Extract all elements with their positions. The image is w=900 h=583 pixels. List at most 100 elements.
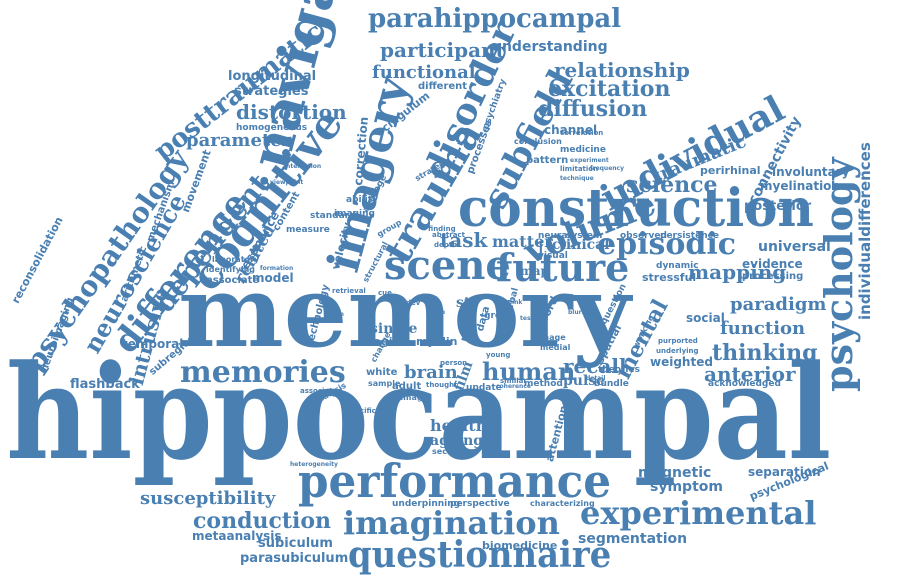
word-standard: standard bbox=[310, 211, 356, 221]
word-memories: memories bbox=[180, 355, 346, 390]
word-segmentation: segmentation bbox=[578, 531, 688, 547]
word-grey: grey bbox=[484, 311, 507, 321]
word-matter: matter bbox=[492, 232, 553, 251]
word-recall: recall bbox=[563, 354, 627, 378]
word-purported: purported bbox=[658, 337, 698, 345]
word-episodic: episodic bbox=[597, 227, 736, 262]
word-clinical: clinical bbox=[552, 237, 610, 253]
word-perspective: perspective bbox=[450, 499, 510, 509]
word-theories: theories bbox=[598, 365, 640, 375]
word-neural: neural bbox=[538, 231, 571, 241]
word-map: map bbox=[520, 264, 549, 278]
word-medial: medial bbox=[540, 343, 571, 352]
word-relationship: relationship bbox=[554, 58, 690, 82]
word-bundle: bundle bbox=[594, 379, 629, 389]
word-damage: damage bbox=[392, 393, 429, 402]
word-white: white bbox=[366, 367, 398, 378]
word-channel: channel bbox=[544, 123, 598, 137]
word-human: human bbox=[482, 357, 576, 386]
word-abstract: abstract bbox=[432, 231, 465, 239]
word-observed: observed bbox=[620, 231, 667, 241]
word-associate: associate bbox=[206, 275, 260, 286]
word-hippocampal: hippocampal bbox=[6, 336, 832, 489]
word-questionnaire: questionnaire bbox=[348, 534, 612, 576]
word-similar: similar bbox=[500, 377, 527, 385]
word-young: young bbox=[486, 351, 511, 359]
word-separation: separation bbox=[748, 465, 821, 479]
word-scene: scene bbox=[384, 242, 511, 289]
word-associated: associated bbox=[300, 387, 343, 395]
word-measure: measure bbox=[286, 225, 330, 235]
word-characterizing: characterizing bbox=[530, 499, 595, 508]
word-flashback: flashback bbox=[70, 377, 140, 392]
word-secondary: secondary bbox=[432, 447, 479, 456]
word-evidence: evidence bbox=[742, 257, 803, 271]
word-medicine: medicine bbox=[560, 145, 606, 155]
word-universal: universal bbox=[758, 239, 831, 255]
word-individualdifferences: individualdifferences bbox=[856, 142, 874, 320]
word-conduction: conduction bbox=[193, 508, 332, 534]
word-underpinning: underpinning bbox=[392, 499, 461, 509]
word-acknowledged: acknowledged bbox=[708, 379, 781, 389]
word-longitudinal: longitudinal bbox=[228, 69, 317, 84]
word-weighted: weighted bbox=[650, 355, 713, 369]
word-susceptibility: susceptibility bbox=[140, 488, 276, 509]
word-interaction: interaction bbox=[284, 163, 322, 170]
word-thinking: thinking bbox=[712, 340, 818, 366]
word-specific: specific bbox=[346, 407, 376, 415]
word-link: link bbox=[510, 299, 523, 306]
word-dev: dev bbox=[406, 299, 421, 307]
word-method: method bbox=[524, 379, 563, 389]
word-model: model bbox=[252, 271, 294, 285]
word-different: different bbox=[418, 81, 468, 92]
word-parasubiculum: parasubiculum bbox=[240, 551, 349, 566]
word-persistence: persistence bbox=[660, 231, 720, 241]
word-region: region bbox=[368, 335, 408, 348]
word-brain: brain bbox=[404, 362, 458, 383]
word-processing: processing bbox=[742, 271, 804, 282]
word-perirhinal: perirhinal bbox=[700, 164, 761, 177]
word-person: person bbox=[440, 359, 468, 367]
word-depth: depth bbox=[434, 241, 458, 249]
word-thought: thought bbox=[426, 381, 458, 389]
word-formation: formation bbox=[260, 265, 294, 272]
word-pulse: pulse bbox=[563, 373, 606, 389]
word-biomedicine: biomedicine bbox=[482, 539, 558, 552]
word-performance: performance bbox=[298, 454, 612, 508]
word-conclusion: conclusion bbox=[514, 137, 562, 146]
word-visual: visual bbox=[538, 251, 568, 261]
word-anterior: anterior bbox=[704, 362, 796, 386]
word-adult: adult bbox=[392, 381, 422, 392]
word-single: single bbox=[370, 321, 418, 337]
word-distortion: distortion bbox=[236, 100, 347, 124]
word-imagination: imagination bbox=[343, 504, 560, 542]
word-ability: ability bbox=[346, 195, 378, 205]
word-diffusion: diffusion bbox=[538, 96, 648, 122]
word-subiculum: subiculum bbox=[258, 536, 333, 551]
word-symptom: symptom bbox=[650, 479, 723, 495]
word-mapping: mapping bbox=[688, 260, 787, 284]
word-parameter: parameter bbox=[186, 130, 292, 151]
word-paradigm: paradigm bbox=[730, 294, 827, 315]
word-experiment: experiment bbox=[570, 157, 609, 164]
word-blurring: blurring bbox=[568, 309, 596, 316]
word-myelin: myelin bbox=[416, 335, 458, 348]
word-task: task bbox=[440, 228, 488, 252]
word-understanding: understanding bbox=[492, 39, 608, 55]
word-future: future bbox=[496, 245, 630, 290]
word-coherence: coherence bbox=[496, 383, 531, 390]
word-stressful: stressful bbox=[642, 271, 697, 284]
word-reconsolidation: reconsolidation bbox=[9, 214, 66, 306]
word-finding: finding bbox=[428, 225, 456, 233]
word-test: test bbox=[520, 315, 534, 322]
word-memory: memory bbox=[178, 255, 631, 370]
word-image: image bbox=[538, 333, 566, 342]
word-update: update bbox=[466, 383, 502, 393]
word-participant: participant bbox=[380, 38, 505, 62]
word-myelination: myelination bbox=[760, 179, 840, 193]
word-underlying: underlying bbox=[656, 347, 699, 355]
word-cue: cue bbox=[378, 289, 392, 297]
word-metaanalysis: metaanalysis bbox=[192, 529, 282, 543]
word-magnetic: magnetic bbox=[638, 465, 712, 481]
word-experimental: experimental bbox=[580, 494, 817, 532]
